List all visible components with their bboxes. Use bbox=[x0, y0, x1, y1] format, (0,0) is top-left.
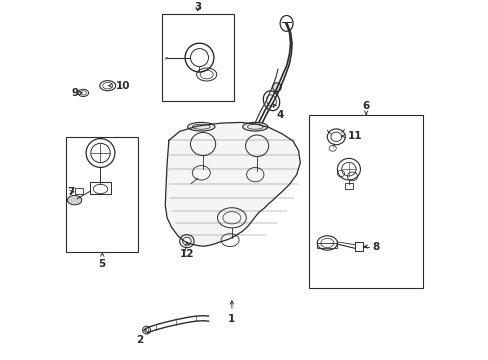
Polygon shape bbox=[165, 122, 300, 246]
Text: 8: 8 bbox=[364, 242, 379, 252]
Text: 2: 2 bbox=[136, 328, 146, 345]
Text: 6: 6 bbox=[362, 101, 369, 114]
Ellipse shape bbox=[242, 122, 267, 131]
Bar bbox=[344, 183, 352, 189]
Text: 4: 4 bbox=[273, 104, 284, 120]
Bar bbox=[317, 243, 337, 248]
Bar bbox=[66, 137, 138, 252]
Ellipse shape bbox=[272, 83, 281, 91]
Bar bbox=[162, 14, 233, 101]
Ellipse shape bbox=[67, 195, 81, 205]
Bar bbox=[355, 242, 363, 251]
Text: 11: 11 bbox=[341, 131, 362, 141]
Text: 1: 1 bbox=[228, 301, 235, 324]
Text: 10: 10 bbox=[108, 81, 130, 91]
Text: 7: 7 bbox=[67, 187, 75, 197]
Bar bbox=[75, 188, 83, 194]
Ellipse shape bbox=[187, 122, 215, 131]
Text: 9: 9 bbox=[71, 88, 82, 98]
Text: 5: 5 bbox=[99, 253, 106, 269]
Bar bbox=[89, 182, 111, 194]
Text: 12: 12 bbox=[179, 242, 194, 259]
Text: 3: 3 bbox=[194, 2, 201, 12]
Bar bbox=[309, 115, 422, 288]
